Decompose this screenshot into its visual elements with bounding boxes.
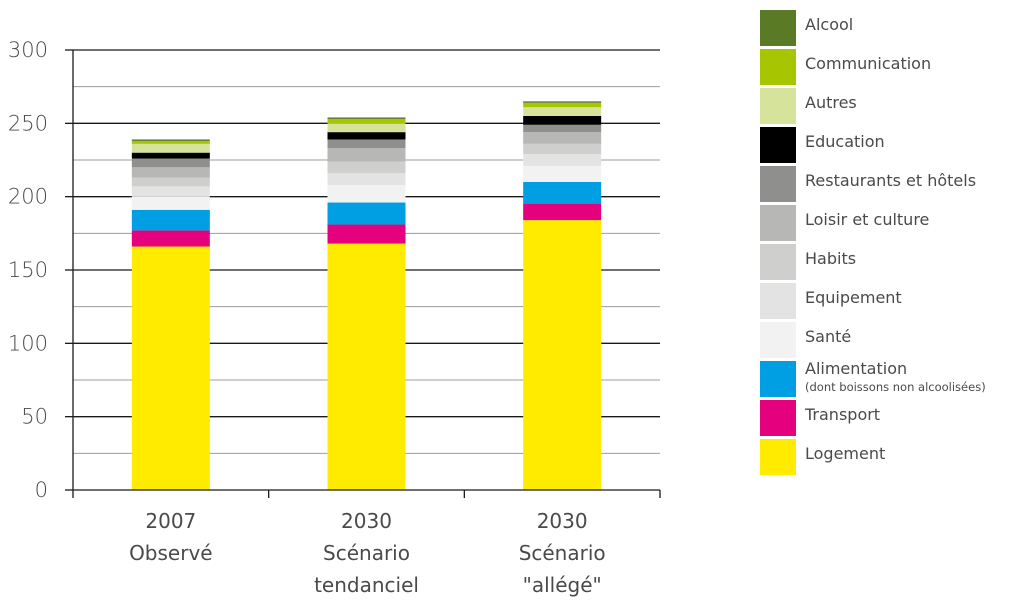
x-category-label: 2030 [537, 509, 588, 533]
legend-swatch [760, 205, 796, 241]
x-category-label: Scénario [323, 541, 410, 565]
legend-swatch [760, 244, 796, 280]
bar-segment-sant- [523, 165, 602, 182]
bar-segment-education [523, 116, 602, 125]
bar-segment-restaurants-et-h-tels [327, 139, 406, 149]
bar-stacks [131, 101, 602, 490]
legend-label: Loisir et culture [805, 210, 930, 229]
bar-segment-habits [131, 177, 210, 187]
x-category-label: 2007 [145, 509, 196, 533]
legend-label: Autres [805, 93, 857, 112]
legend-label: Education [805, 132, 885, 151]
bar-segment-equipement [131, 186, 210, 197]
bar-segment-sant- [327, 184, 406, 203]
bar-segment-communication [131, 140, 210, 144]
y-tick-label: 0 [35, 478, 48, 502]
x-category-label: Scénario [519, 541, 606, 565]
legend-swatch [760, 322, 796, 358]
bar-segment-equipement [327, 173, 406, 185]
bar-segment-alcool [131, 139, 210, 141]
legend-swatch [760, 283, 796, 319]
y-tick-label: 150 [8, 258, 48, 282]
bar-segment-loisir-et-culture [327, 148, 406, 162]
bar-segment-alimentation [327, 202, 406, 225]
legend-swatch [760, 88, 796, 124]
axes [65, 49, 661, 498]
bar-segment-equipement [523, 154, 602, 166]
legend-label: Alcool [805, 15, 854, 34]
legend-swatch [760, 400, 796, 436]
bar-segment-logement [523, 220, 602, 490]
legend-swatch [760, 166, 796, 202]
bar-segment-habits [523, 143, 602, 155]
bar-segment-alcool [523, 101, 602, 103]
bar-segment-alcool [327, 117, 406, 119]
y-tick-label: 50 [21, 405, 48, 429]
bar-segment-habits [327, 161, 406, 174]
legend-swatch [760, 439, 796, 475]
bar-segment-alimentation [131, 209, 210, 231]
y-tick-label: 100 [8, 331, 48, 355]
x-category-label: tendanciel [314, 573, 419, 597]
y-tick-label: 250 [8, 111, 48, 135]
bar-segment-logement [327, 243, 406, 490]
legend-label: Communication [805, 54, 932, 73]
legend-label: Santé [805, 327, 852, 346]
bar-segment-transport [523, 204, 602, 221]
bar-segment-education [327, 132, 406, 140]
x-category-label: 2030 [341, 509, 392, 533]
bar-segment-logement [131, 246, 210, 490]
legend-label: Transport [805, 405, 881, 424]
bar-segment-sant- [131, 196, 210, 210]
legend-swatch [760, 127, 796, 163]
legend-swatch [760, 10, 796, 46]
y-tick-label: 300 [8, 38, 48, 62]
bar-segment-transport [327, 224, 406, 244]
stacked-bar-chart: 0 50 100 150 200 250 300 2007 Observé 2030 Scénari… [8, 38, 661, 597]
bar-segment-autres [131, 143, 210, 153]
bar-segment-transport [131, 230, 210, 247]
bar-segment-education [131, 152, 210, 159]
bar-segment-loisir-et-culture [131, 167, 210, 178]
bar-segment-communication [327, 118, 406, 124]
legend-label: Equipement [805, 288, 902, 307]
legend-label: Habits [805, 249, 857, 268]
bar-segment-autres [523, 107, 602, 116]
axis-labels: 0 50 100 150 200 250 300 2007 Observé 2030 Scénari… [8, 38, 606, 597]
y-tick-label: 200 [8, 185, 48, 209]
bar-segment-autres [327, 123, 406, 133]
x-category-label: "allégé" [523, 573, 602, 597]
bar-segment-alimentation [523, 182, 602, 204]
legend-label: Alimentation [805, 359, 908, 378]
bar-segment-restaurants-et-h-tels [131, 158, 210, 168]
legend-label: Logement [805, 444, 886, 463]
bar-segment-restaurants-et-h-tels [523, 124, 602, 133]
legend-swatch [760, 361, 796, 397]
bar-segment-communication [523, 102, 602, 108]
legend-swatch [760, 49, 796, 85]
legend-sublabel: (dont boissons non alcoolisées) [805, 380, 986, 394]
legend-label: Restaurants et hôtels [805, 171, 977, 190]
bar-segment-loisir-et-culture [523, 132, 602, 144]
x-category-label: Observé [129, 541, 213, 565]
